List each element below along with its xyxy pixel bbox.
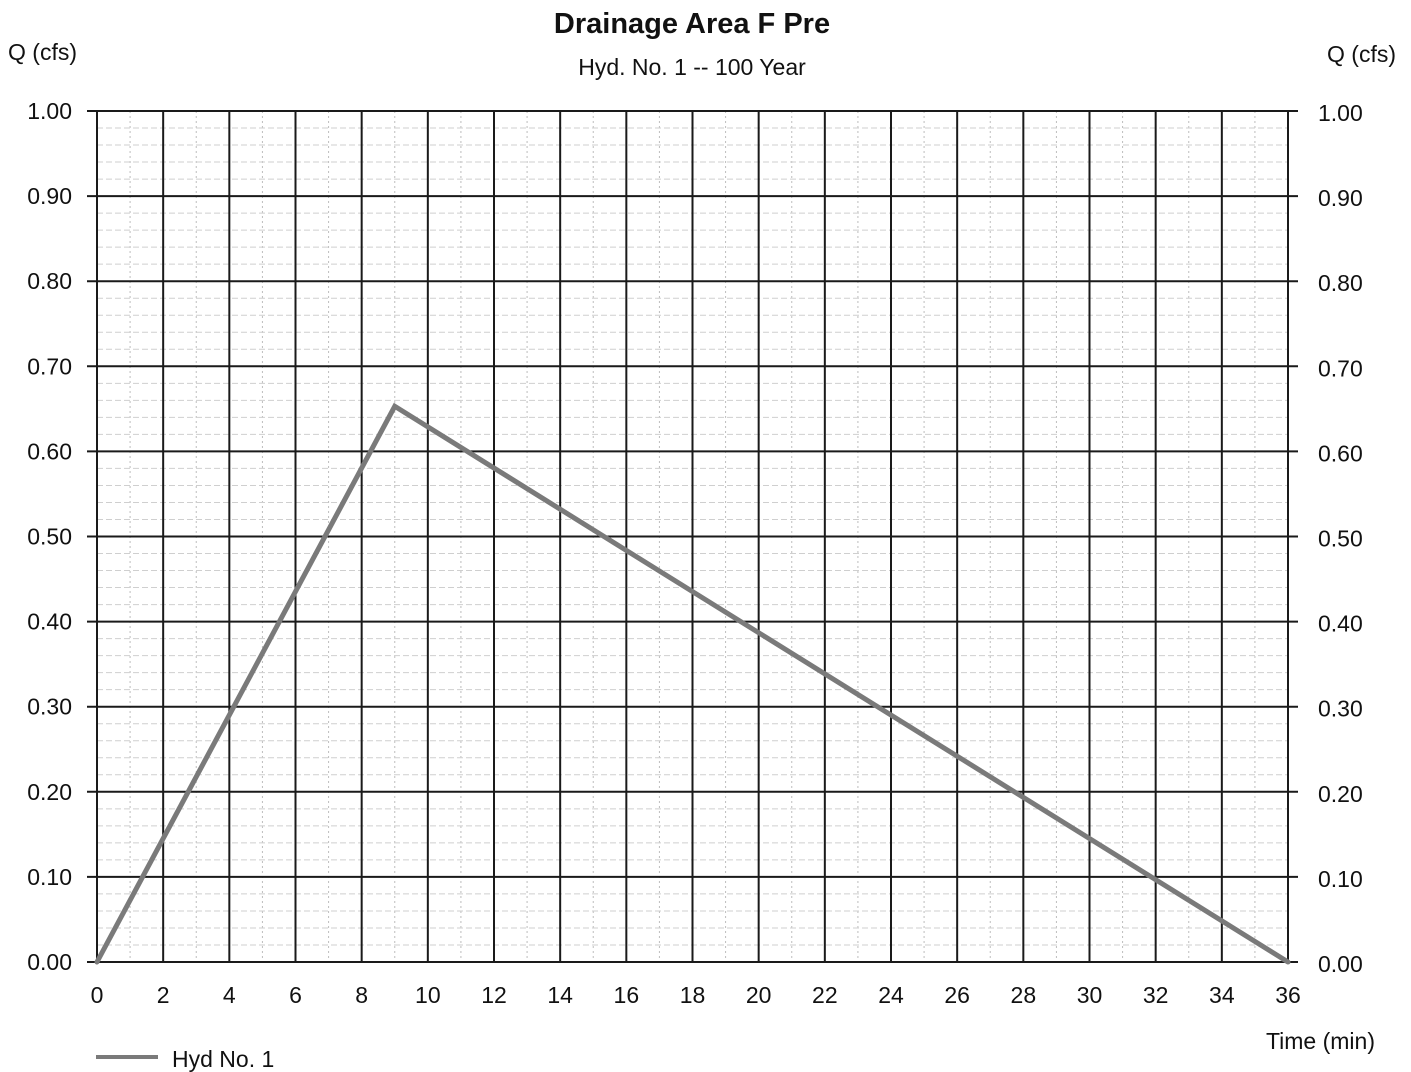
y-tick-label-left: 0.70: [27, 353, 72, 379]
series-line-hyd-no-1: [94, 402, 1291, 965]
x-tick-label: 16: [614, 982, 640, 1008]
y-tick-label-right: 0.10: [1318, 866, 1363, 892]
x-tick-label: 10: [415, 982, 441, 1008]
y-tick-label-right: 0.90: [1318, 185, 1363, 211]
right-y-axis-label: Q (cfs): [1327, 41, 1396, 67]
y-tick-label-left: 0.30: [27, 694, 72, 720]
y-tick-label-left: 0.50: [27, 524, 72, 550]
x-tick-label: 22: [812, 982, 838, 1008]
y-tick-label-right: 0.40: [1318, 611, 1363, 637]
y-tick-label-left: 0.20: [27, 779, 72, 805]
y-tick-label-left: 1.00: [27, 98, 72, 124]
x-tick-label: 36: [1275, 982, 1301, 1008]
major-gridlines: [87, 110, 1298, 963]
chart-title: Drainage Area F Pre: [554, 8, 830, 40]
legend-label-hyd-no-1: Hyd No. 1: [172, 1046, 274, 1072]
y-tick-label-right: 0.80: [1318, 270, 1363, 296]
x-tick-label: 20: [746, 982, 772, 1008]
y-tick-label-right: 0.60: [1318, 440, 1363, 466]
x-tick-label: 4: [223, 982, 236, 1008]
x-tick-label: 34: [1209, 982, 1235, 1008]
x-tick-labels: 0 2 4 6 8 10 12 14 16 18 20 22 24 26 28 30 32 34 36: [91, 982, 1301, 1008]
x-tick-label: 24: [878, 982, 904, 1008]
x-tick-label: 12: [481, 982, 507, 1008]
y-tick-label-right: 0.50: [1318, 526, 1363, 552]
legend: Hyd No. 1: [96, 1046, 274, 1072]
y-tick-label-left: 0.10: [27, 864, 72, 890]
y-tick-label-left: 0.60: [27, 438, 72, 464]
y-tick-label-left: 0.80: [27, 268, 72, 294]
x-tick-label: 18: [680, 982, 706, 1008]
x-tick-label: 28: [1011, 982, 1037, 1008]
y-tick-label-left: 0.00: [27, 949, 72, 975]
x-tick-label: 6: [289, 982, 302, 1008]
chart-subtitle: Hyd. No. 1 -- 100 Year: [578, 54, 806, 80]
x-tick-label: 32: [1143, 982, 1169, 1008]
y-tick-label-left: 0.40: [27, 609, 72, 635]
x-tick-label: 30: [1077, 982, 1103, 1008]
y-tick-label-right: 0.70: [1318, 355, 1363, 381]
y-tick-label-right: 1.00: [1318, 100, 1363, 126]
x-tick-label: 26: [944, 982, 970, 1008]
y-tick-label-right: 0.00: [1318, 951, 1363, 977]
x-tick-label: 14: [547, 982, 573, 1008]
x-tick-label: 0: [91, 982, 104, 1008]
series-layer: [94, 402, 1291, 965]
x-axis-label: Time (min): [1266, 1028, 1375, 1054]
y-tick-label-right: 0.30: [1318, 696, 1363, 722]
left-y-tick-labels: 0.00 0.10 0.20 0.30 0.40 0.50 0.60 0.70 0.80 0.90…: [27, 98, 72, 975]
y-tick-label-left: 0.90: [27, 183, 72, 209]
y-tick-label-right: 0.20: [1318, 781, 1363, 807]
right-y-tick-labels: 0.00 0.10 0.20 0.30 0.40 0.50 0.60 0.70 0.80 0.90…: [1318, 100, 1363, 977]
x-tick-label: 8: [355, 982, 368, 1008]
left-y-axis-label: Q (cfs): [8, 39, 77, 65]
x-tick-label: 2: [157, 982, 170, 1008]
